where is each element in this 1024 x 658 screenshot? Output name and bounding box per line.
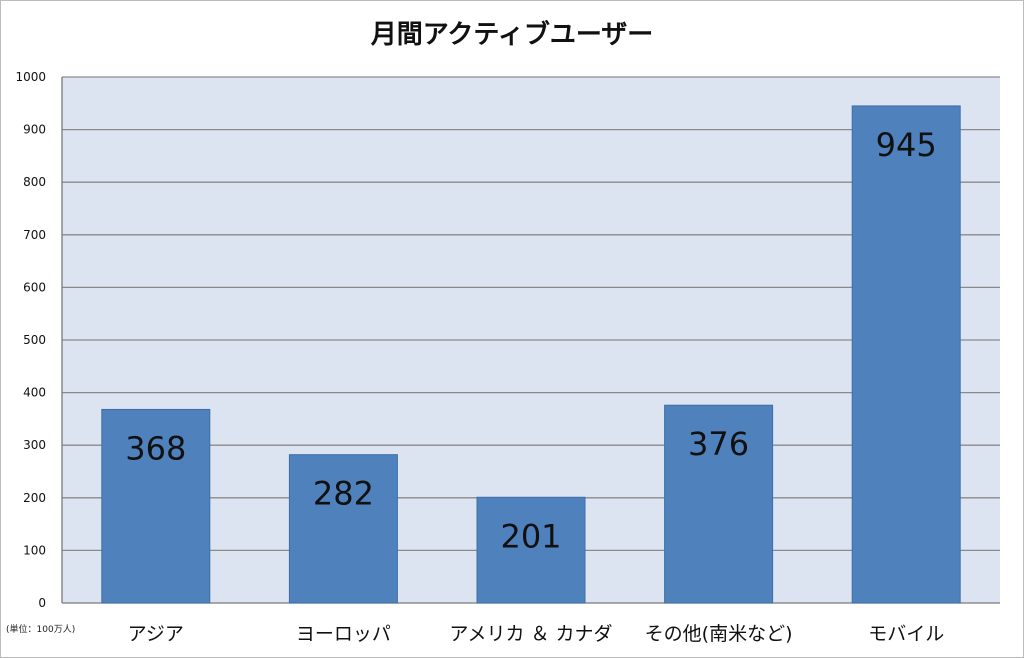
x-tick-label: モバイル (868, 623, 944, 645)
y-tick-label: 1000 (15, 70, 46, 84)
y-tick-label: 500 (23, 333, 46, 347)
y-tick-label: 400 (23, 386, 46, 400)
y-tick-label: 600 (23, 280, 46, 294)
y-tick-label: 100 (23, 543, 46, 557)
y-tick-label: 900 (23, 123, 46, 137)
bar (101, 408, 211, 604)
bar (851, 105, 961, 604)
data-label: 368 (125, 429, 186, 467)
x-tick-label: その他(南米など) (645, 623, 793, 645)
bar (664, 404, 774, 604)
chart-title: 月間アクティブユーザー (370, 20, 654, 50)
x-tick-label: アメリカ ＆ カナダ (449, 623, 612, 645)
x-tick-label: ヨーロッパ (296, 623, 391, 645)
data-label: 376 (688, 425, 749, 463)
data-label: 945 (876, 126, 937, 164)
data-label: 282 (313, 475, 374, 513)
y-tick-label: 200 (23, 491, 46, 505)
y-tick-label: 700 (23, 228, 46, 242)
data-label: 201 (500, 517, 561, 555)
unit-note: (単位：100万人) (6, 625, 76, 635)
y-tick-label: 800 (23, 175, 46, 189)
y-tick-label: 0 (38, 596, 46, 610)
x-tick-label: アジア (128, 623, 184, 645)
bar (288, 454, 398, 604)
y-tick-label: 300 (23, 438, 46, 452)
bar (476, 496, 586, 604)
